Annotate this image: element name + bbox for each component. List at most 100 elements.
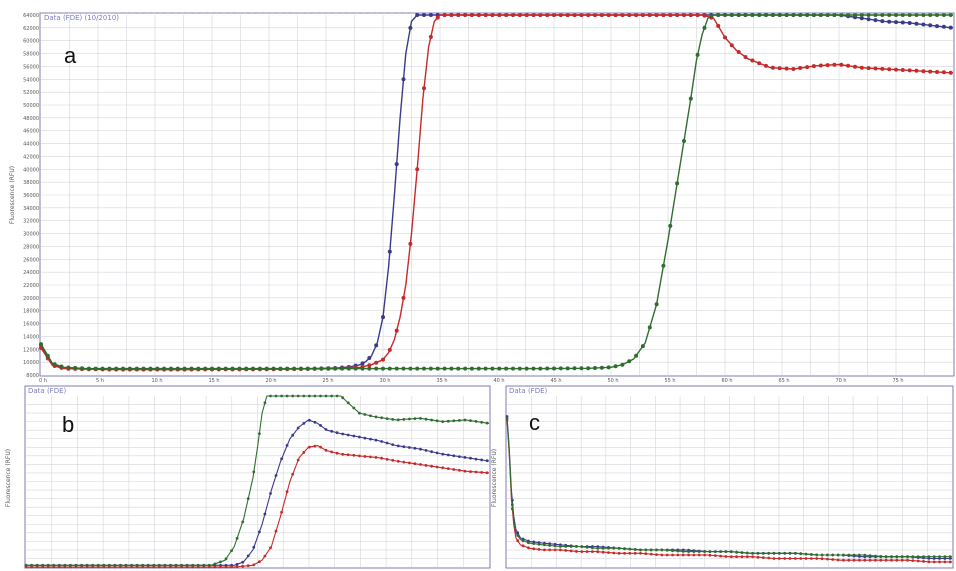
- data-point-green: [676, 549, 680, 553]
- data-point-green: [291, 394, 295, 398]
- data-point-green: [628, 547, 632, 551]
- data-point-green: [381, 366, 385, 371]
- data-point-green: [941, 13, 946, 17]
- data-point-green: [219, 560, 222, 564]
- data-point-green: [543, 543, 546, 547]
- data-point-green: [324, 394, 328, 398]
- y-tick-label: 18000: [23, 309, 39, 315]
- data-point-red: [846, 63, 851, 68]
- data-point-red: [456, 13, 461, 17]
- data-point-blue: [274, 474, 278, 477]
- panel-c-y-axis-label: Fluorescence (RFU): [491, 449, 498, 507]
- data-point-green: [531, 366, 536, 371]
- data-point-green: [894, 13, 898, 17]
- data-point-green: [777, 551, 781, 555]
- data-point-red: [647, 13, 652, 17]
- data-point-red: [859, 65, 864, 70]
- data-point-green: [135, 563, 139, 567]
- data-point-red: [716, 23, 721, 28]
- y-tick-label: 12000: [23, 347, 39, 353]
- data-point-red: [948, 70, 953, 75]
- y-tick-label: 28000: [23, 244, 39, 250]
- data-point-red: [335, 451, 339, 455]
- panel-a-letter: a: [64, 43, 77, 68]
- y-tick-label: 22000: [23, 283, 39, 289]
- data-point-green: [511, 366, 515, 371]
- data-point-green: [182, 366, 187, 371]
- data-point-red: [269, 546, 272, 550]
- data-point-green: [719, 550, 722, 553]
- data-point-red: [596, 550, 600, 554]
- data-point-green: [59, 364, 64, 369]
- data-point-green: [280, 394, 283, 398]
- data-point-blue: [252, 545, 256, 549]
- data-point-green: [93, 366, 98, 371]
- data-point-blue: [291, 433, 295, 437]
- data-point-blue: [363, 436, 367, 440]
- panel-b-header: Data (FDE): [28, 387, 67, 395]
- data-point-green: [73, 365, 78, 370]
- data-point-green: [575, 545, 578, 548]
- data-point-red: [224, 565, 228, 569]
- data-point-red: [687, 553, 690, 557]
- x-tick-label: 10 h: [151, 378, 162, 384]
- data-point-green: [442, 366, 447, 371]
- data-point-green: [278, 366, 283, 371]
- data-point-blue: [319, 424, 322, 427]
- data-point-red: [385, 457, 389, 461]
- data-point-blue: [269, 492, 272, 495]
- x-tick-label: 75 h: [892, 378, 903, 384]
- data-point-blue: [935, 24, 939, 29]
- data-point-red: [543, 548, 546, 552]
- data-point-green: [367, 366, 372, 371]
- data-point-red: [729, 43, 734, 48]
- data-point-green: [41, 563, 45, 567]
- data-point-green: [928, 13, 933, 17]
- data-point-green: [490, 366, 495, 371]
- data-point-green: [927, 555, 931, 559]
- data-point-green: [593, 366, 597, 370]
- data-point-blue: [887, 19, 892, 24]
- data-point-green: [483, 366, 488, 371]
- data-point-red: [798, 66, 803, 70]
- data-point-red: [296, 458, 300, 462]
- data-point-red: [831, 558, 835, 561]
- data-point-red: [858, 558, 861, 562]
- data-point-green: [374, 366, 379, 371]
- data-point-green: [285, 394, 289, 398]
- panel-a: 8000 10000 12000 14000 16000 18000 20000 22000 2…: [9, 12, 955, 384]
- data-point-blue: [474, 457, 478, 461]
- panel-c-grid: [507, 396, 952, 567]
- data-point-blue: [324, 428, 328, 431]
- data-point-green: [612, 546, 616, 550]
- data-point-green: [353, 366, 358, 371]
- data-point-green: [907, 13, 912, 17]
- data-point-green: [938, 555, 941, 559]
- data-point-green: [91, 563, 95, 567]
- data-point-green: [623, 547, 626, 551]
- data-point-red: [935, 70, 939, 74]
- data-point-red: [511, 13, 515, 17]
- data-point-blue: [419, 447, 422, 451]
- data-point-green: [846, 13, 851, 17]
- data-point-red: [302, 451, 306, 454]
- data-point-green: [826, 553, 829, 557]
- data-point-green: [333, 366, 338, 371]
- data-point-green: [695, 52, 700, 57]
- data-point-red: [572, 13, 577, 17]
- data-point-blue: [391, 443, 395, 446]
- data-point-red: [607, 551, 610, 554]
- data-point-green: [452, 419, 456, 423]
- data-point-blue: [380, 440, 383, 443]
- data-point-blue: [246, 554, 250, 558]
- data-point-green: [537, 542, 541, 546]
- data-point-green: [639, 548, 642, 552]
- data-point-red: [906, 558, 909, 562]
- data-point-red: [880, 66, 885, 71]
- data-point-green: [63, 563, 67, 567]
- data-point-green: [96, 563, 100, 567]
- data-point-green: [415, 366, 420, 371]
- data-point-green: [671, 549, 674, 553]
- data-point-green: [922, 555, 925, 559]
- data-point-red: [703, 553, 706, 557]
